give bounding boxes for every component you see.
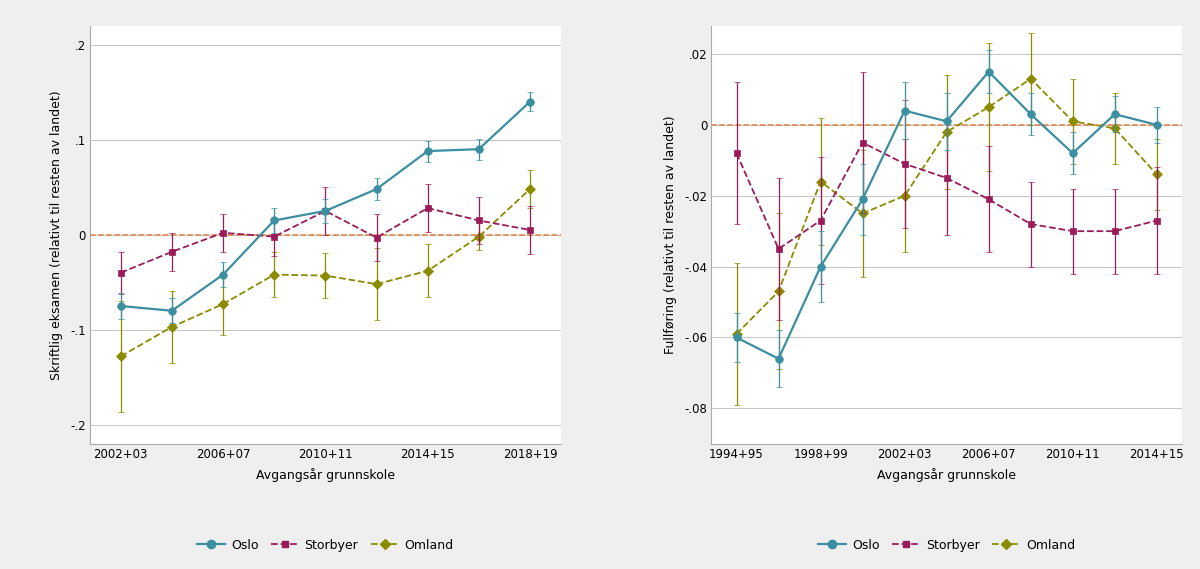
Y-axis label: Skriftlig eksamen (relativt til resten av landet): Skriftlig eksamen (relativt til resten a… (50, 90, 64, 380)
Legend: Oslo, Storbyer, Omland: Oslo, Storbyer, Omland (192, 534, 458, 556)
X-axis label: Avgangsår grunnskole: Avgangsår grunnskole (256, 468, 395, 482)
X-axis label: Avgangsår grunnskole: Avgangsår grunnskole (877, 468, 1016, 482)
Y-axis label: Fullføring (relativt til resten av landet): Fullføring (relativt til resten av lande… (664, 116, 677, 354)
Legend: Oslo, Storbyer, Omland: Oslo, Storbyer, Omland (814, 534, 1080, 556)
